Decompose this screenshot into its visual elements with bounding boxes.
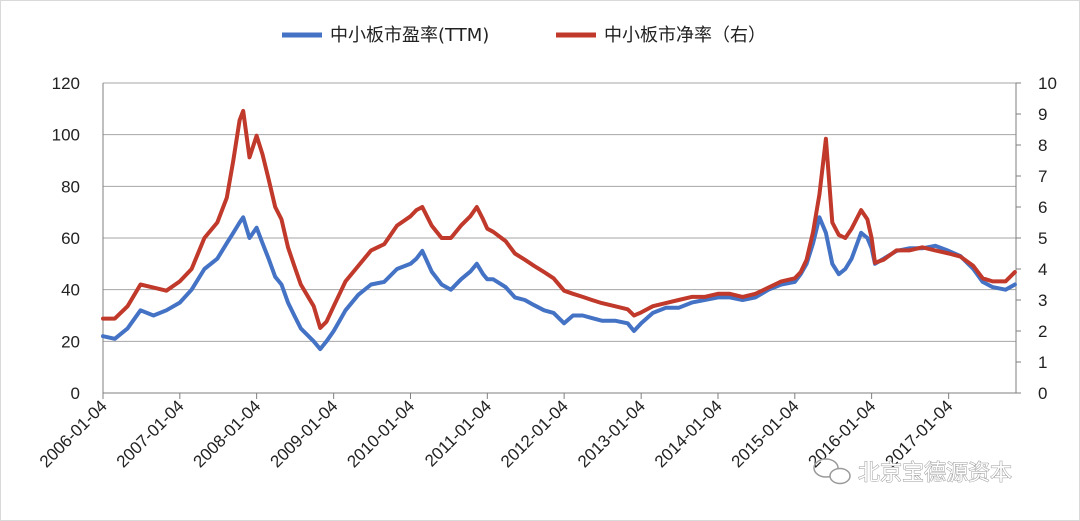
- axes: [102, 82, 1021, 399]
- x-tick-label: 2014-01-04: [651, 396, 726, 471]
- watermark: 北京宝德源资本: [813, 458, 1013, 487]
- x-tick-label: 2008-01-04: [190, 396, 265, 471]
- right-tick-label: 1: [1038, 353, 1047, 372]
- legend-item-pe: 中小板市盈率(TTM): [282, 25, 489, 46]
- series-line-pe: [101, 215, 1017, 352]
- right-tick-label: 10: [1038, 74, 1057, 93]
- left-axis-tick-labels: 0 20 40 60 80 100 120: [52, 74, 80, 403]
- x-tick-label: 2012-01-04: [497, 396, 572, 471]
- right-tick-label: 5: [1038, 229, 1047, 248]
- left-tick-label: 20: [61, 332, 80, 351]
- x-tick-label: 2011-01-04: [421, 396, 495, 470]
- series-line-pb: [101, 108, 1017, 330]
- legend-label-pe: 中小板市盈率(TTM): [330, 25, 489, 46]
- left-tick-label: 100: [52, 126, 80, 145]
- legend: 中小板市盈率(TTM) 中小板市净率（右）: [282, 25, 766, 46]
- x-axis-tick-labels: 2006-01-04 2007-01-04 2008-01-04 2009-01-04…: [36, 396, 957, 471]
- right-tick-label: 2: [1038, 322, 1047, 341]
- legend-item-pb: 中小板市净率（右）: [556, 25, 766, 46]
- x-tick-label: 2007-01-04: [113, 396, 188, 471]
- x-tick-label: 2013-01-04: [574, 396, 649, 471]
- wechat-logo-icon: [813, 458, 851, 485]
- right-axis-tick-labels: 0 1 2 3 4 5 6 7 8 9 10: [1038, 74, 1057, 403]
- left-tick-label: 40: [61, 281, 80, 300]
- x-tick-label: 2015-01-04: [728, 396, 803, 471]
- right-tick-label: 8: [1038, 136, 1047, 155]
- x-tick-label: 2010-01-04: [343, 396, 418, 471]
- watermark-text: 北京宝德源资本: [858, 461, 1012, 486]
- right-tick-label: 0: [1038, 384, 1047, 403]
- x-tick-label: 2009-01-04: [267, 396, 342, 471]
- left-tick-label: 60: [61, 229, 80, 248]
- left-tick-label: 80: [61, 177, 80, 196]
- x-tick-label: 2006-01-04: [36, 396, 111, 471]
- right-tick-label: 9: [1038, 105, 1047, 124]
- right-tick-label: 6: [1038, 198, 1047, 217]
- left-tick-label: 120: [52, 74, 80, 93]
- series-lines: [101, 108, 1017, 352]
- right-tick-label: 7: [1038, 167, 1047, 186]
- left-tick-label: 0: [71, 384, 80, 403]
- right-tick-label: 4: [1038, 260, 1047, 279]
- right-tick-label: 3: [1038, 291, 1047, 310]
- legend-label-pb: 中小板市净率（右）: [604, 25, 766, 46]
